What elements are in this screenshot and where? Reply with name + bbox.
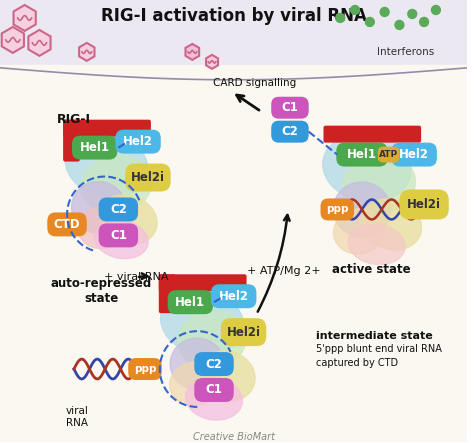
Text: Interferons: Interferons <box>377 47 434 57</box>
Polygon shape <box>79 43 94 61</box>
Polygon shape <box>2 27 24 53</box>
Text: C2: C2 <box>110 203 127 216</box>
FancyBboxPatch shape <box>378 147 400 163</box>
Text: C1: C1 <box>110 229 127 242</box>
Ellipse shape <box>348 224 405 264</box>
Circle shape <box>419 17 428 27</box>
Text: C2: C2 <box>206 358 222 370</box>
Bar <box>0 0 467 65</box>
Ellipse shape <box>170 338 224 390</box>
Text: C2: C2 <box>282 125 299 138</box>
Text: C1: C1 <box>206 384 222 396</box>
FancyBboxPatch shape <box>125 163 171 191</box>
Ellipse shape <box>178 310 246 368</box>
Ellipse shape <box>99 195 157 244</box>
Text: Hel2i: Hel2i <box>131 171 165 184</box>
Text: intermediate state: intermediate state <box>316 331 432 341</box>
Ellipse shape <box>199 351 255 401</box>
Ellipse shape <box>342 154 415 215</box>
Text: ATP: ATP <box>379 150 398 159</box>
FancyBboxPatch shape <box>271 120 309 143</box>
Text: RIG-I: RIG-I <box>57 113 91 126</box>
Text: ppp: ppp <box>134 364 156 374</box>
FancyBboxPatch shape <box>47 213 87 237</box>
Ellipse shape <box>65 132 148 198</box>
Text: Hel1: Hel1 <box>347 148 377 161</box>
Text: + ATP/Mg 2+: + ATP/Mg 2+ <box>247 266 321 276</box>
FancyBboxPatch shape <box>320 198 354 221</box>
Text: active state: active state <box>332 263 411 276</box>
FancyBboxPatch shape <box>63 120 80 162</box>
Ellipse shape <box>161 289 244 355</box>
Polygon shape <box>206 55 218 69</box>
FancyBboxPatch shape <box>159 274 175 313</box>
Text: viral
RNA: viral RNA <box>65 406 88 427</box>
Bar <box>0 65 467 442</box>
Ellipse shape <box>333 182 391 237</box>
FancyBboxPatch shape <box>271 97 309 119</box>
Text: CTD: CTD <box>54 218 81 231</box>
FancyBboxPatch shape <box>168 290 213 314</box>
FancyBboxPatch shape <box>128 358 162 380</box>
Text: 5'ppp blunt end viral RNA
captured by CTD: 5'ppp blunt end viral RNA captured by CT… <box>316 344 441 368</box>
Circle shape <box>351 5 359 15</box>
FancyBboxPatch shape <box>194 378 234 402</box>
Circle shape <box>365 17 374 27</box>
Text: ppp: ppp <box>326 205 348 214</box>
Text: + viral RNA: + viral RNA <box>104 272 168 282</box>
Circle shape <box>408 9 417 19</box>
Ellipse shape <box>323 133 411 202</box>
FancyBboxPatch shape <box>99 223 138 247</box>
Polygon shape <box>28 30 51 56</box>
FancyBboxPatch shape <box>337 143 388 167</box>
FancyBboxPatch shape <box>221 318 266 346</box>
Circle shape <box>431 5 440 15</box>
Polygon shape <box>14 5 36 31</box>
FancyBboxPatch shape <box>72 136 118 159</box>
FancyBboxPatch shape <box>211 284 256 308</box>
Ellipse shape <box>78 206 125 249</box>
Circle shape <box>380 8 389 16</box>
Text: Hel1: Hel1 <box>175 296 205 309</box>
Text: Hel1: Hel1 <box>80 141 109 154</box>
FancyBboxPatch shape <box>115 130 161 154</box>
Circle shape <box>336 13 345 23</box>
Text: Hel2: Hel2 <box>123 135 153 148</box>
FancyBboxPatch shape <box>159 274 246 291</box>
FancyBboxPatch shape <box>400 190 449 219</box>
Polygon shape <box>185 44 199 60</box>
Text: Hel2: Hel2 <box>219 290 249 303</box>
Ellipse shape <box>81 155 152 214</box>
Text: Creative BioMart: Creative BioMart <box>193 432 275 442</box>
FancyBboxPatch shape <box>194 352 234 376</box>
Ellipse shape <box>185 378 243 420</box>
Text: CARD signalling: CARD signalling <box>213 78 296 88</box>
Ellipse shape <box>333 209 384 254</box>
Circle shape <box>395 20 404 29</box>
Text: RIG-I activation by viral RNA: RIG-I activation by viral RNA <box>101 7 367 25</box>
Ellipse shape <box>72 182 126 233</box>
FancyBboxPatch shape <box>392 143 437 167</box>
FancyBboxPatch shape <box>63 120 151 136</box>
FancyBboxPatch shape <box>323 126 421 143</box>
Text: Hel2: Hel2 <box>399 148 429 161</box>
FancyBboxPatch shape <box>99 198 138 222</box>
Text: Hel2i: Hel2i <box>227 326 261 338</box>
Ellipse shape <box>94 220 148 259</box>
Text: auto-repressed
state: auto-repressed state <box>51 277 152 305</box>
Text: Hel2i: Hel2i <box>407 198 441 211</box>
Ellipse shape <box>170 362 219 406</box>
Ellipse shape <box>362 199 421 250</box>
Text: C1: C1 <box>282 101 299 114</box>
